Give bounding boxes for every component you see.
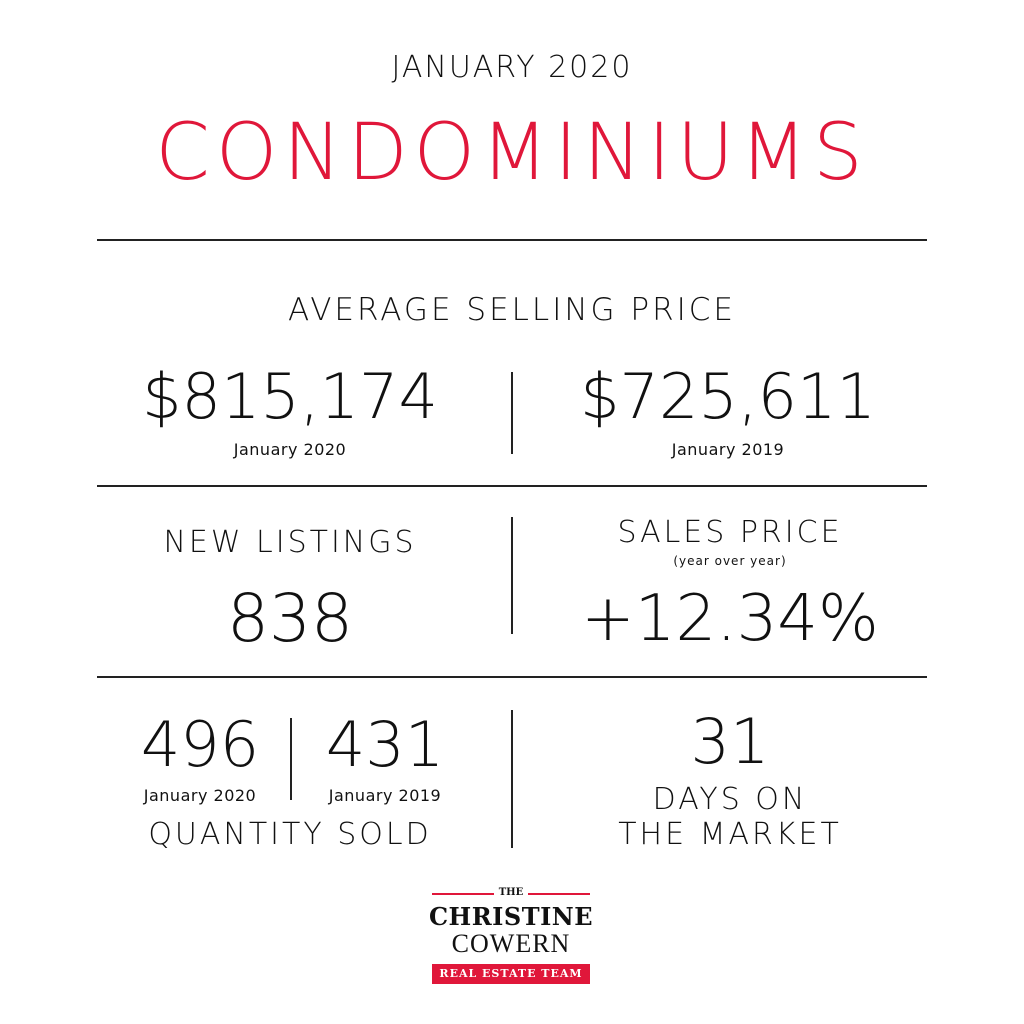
logo-line2: COWERN — [451, 929, 571, 958]
bottom-separator — [511, 710, 513, 848]
avg-price-previous-value: $725,611 — [580, 360, 876, 433]
logo-line1: CHRISTINE — [428, 902, 594, 931]
new-listings-label: NEW LISTINGS — [163, 525, 417, 560]
quantity-separator — [290, 718, 292, 800]
page-title: CONDOMINIUMS — [155, 108, 869, 198]
days-on-market-value: 31 — [690, 705, 770, 778]
sales-price-value: +12.34% — [581, 582, 879, 656]
days-on-market-label-line2: THE MARKET — [618, 817, 842, 852]
avg-price-label: AVERAGE SELLING PRICE — [287, 292, 737, 328]
sales-price-label: SALES PRICE — [617, 515, 843, 550]
divider-middle — [97, 485, 927, 487]
logo-rule-left — [432, 893, 494, 895]
days-on-market-label-line1: DAYS ON — [652, 782, 808, 817]
quantity-sold-previous-period: January 2019 — [328, 786, 442, 805]
quantity-sold-current-value: 496 — [140, 708, 260, 781]
divider-top — [97, 239, 927, 241]
avg-price-separator — [511, 372, 513, 454]
divider-bottom — [97, 676, 927, 678]
avg-price-current-period: January 2020 — [233, 440, 347, 459]
logo-rule-right — [528, 893, 590, 895]
avg-price-current-value: $815,174 — [142, 360, 438, 433]
brand-logo: THE CHRISTINE COWERN REAL ESTATE TEAM — [429, 882, 593, 988]
avg-price-previous-period: January 2019 — [671, 440, 785, 459]
quantity-sold-label: QUANTITY SOLD — [148, 817, 432, 852]
logo-tagline: REAL ESTATE TEAM — [432, 964, 590, 984]
logo-the: THE — [498, 887, 524, 898]
sales-price-sublabel: (year over year) — [673, 554, 787, 568]
quantity-sold-previous-value: 431 — [325, 708, 445, 781]
new-listings-value: 838 — [227, 580, 353, 657]
listings-separator — [511, 517, 513, 634]
quantity-sold-current-period: January 2020 — [143, 786, 257, 805]
report-date: JANUARY 2020 — [391, 50, 633, 85]
